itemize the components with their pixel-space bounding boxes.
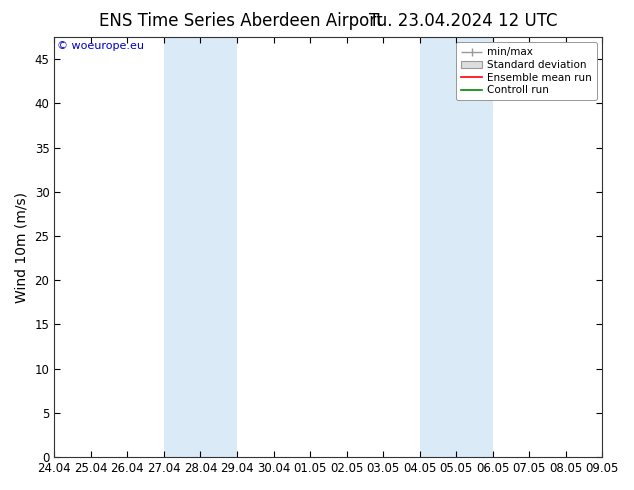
Bar — [420, 37, 493, 457]
Bar — [164, 37, 237, 457]
Text: ENS Time Series Aberdeen Airport: ENS Time Series Aberdeen Airport — [99, 12, 383, 30]
Text: Tu. 23.04.2024 12 UTC: Tu. 23.04.2024 12 UTC — [368, 12, 557, 30]
Text: © woeurope.eu: © woeurope.eu — [57, 41, 144, 51]
Legend: min/max, Standard deviation, Ensemble mean run, Controll run: min/max, Standard deviation, Ensemble me… — [456, 42, 597, 100]
Y-axis label: Wind 10m (m/s): Wind 10m (m/s) — [15, 192, 29, 303]
